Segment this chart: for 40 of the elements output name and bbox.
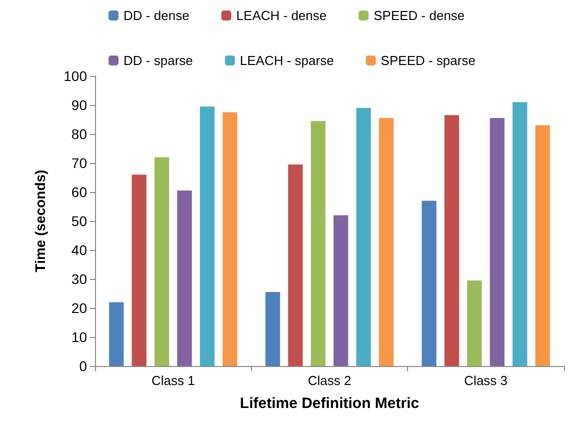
bar [444, 115, 460, 366]
bar [310, 120, 326, 366]
bar [288, 164, 303, 366]
bar [512, 102, 528, 366]
legend-label: SPEED - dense [374, 8, 465, 23]
y-tick-label: 0 [79, 358, 88, 374]
x-tick-label: Class 3 [464, 373, 508, 388]
y-axis-title: Time (seconds) [32, 170, 48, 272]
y-tick-label: 30 [71, 271, 88, 287]
y-tick-label: 70 [71, 155, 88, 171]
bar [222, 112, 238, 366]
legend-label: DD - dense [124, 8, 190, 23]
bar [535, 125, 550, 366]
bar [132, 174, 146, 366]
y-tick-label: 20 [71, 300, 88, 316]
y-tick-label: 50 [71, 213, 88, 229]
bar [356, 108, 371, 366]
legend-label: DD - sparse [124, 53, 193, 68]
x-tick-label: Class 1 [151, 373, 195, 388]
y-tick-label: 80 [71, 126, 88, 142]
legend-label: LEACH - sparse [240, 53, 334, 68]
x-tick-label: Class 2 [308, 373, 352, 388]
legend-label: SPEED - sparse [380, 53, 476, 68]
bar [490, 118, 505, 366]
bar [177, 190, 192, 366]
bar [334, 215, 348, 366]
bar [378, 118, 394, 366]
bar [422, 200, 436, 366]
y-tick-label: 60 [71, 184, 88, 200]
legend-label: LEACH - dense [236, 8, 327, 23]
y-tick-label: 40 [71, 242, 88, 258]
x-axis-title: Lifetime Definition Metric [240, 395, 420, 412]
bar [154, 157, 170, 366]
bar [109, 302, 124, 366]
y-tick-label: 100 [64, 68, 88, 84]
bar [200, 106, 215, 366]
y-tick-label: 10 [71, 329, 88, 345]
bar [467, 280, 482, 366]
bar [265, 292, 280, 366]
y-tick-label: 90 [71, 97, 88, 113]
